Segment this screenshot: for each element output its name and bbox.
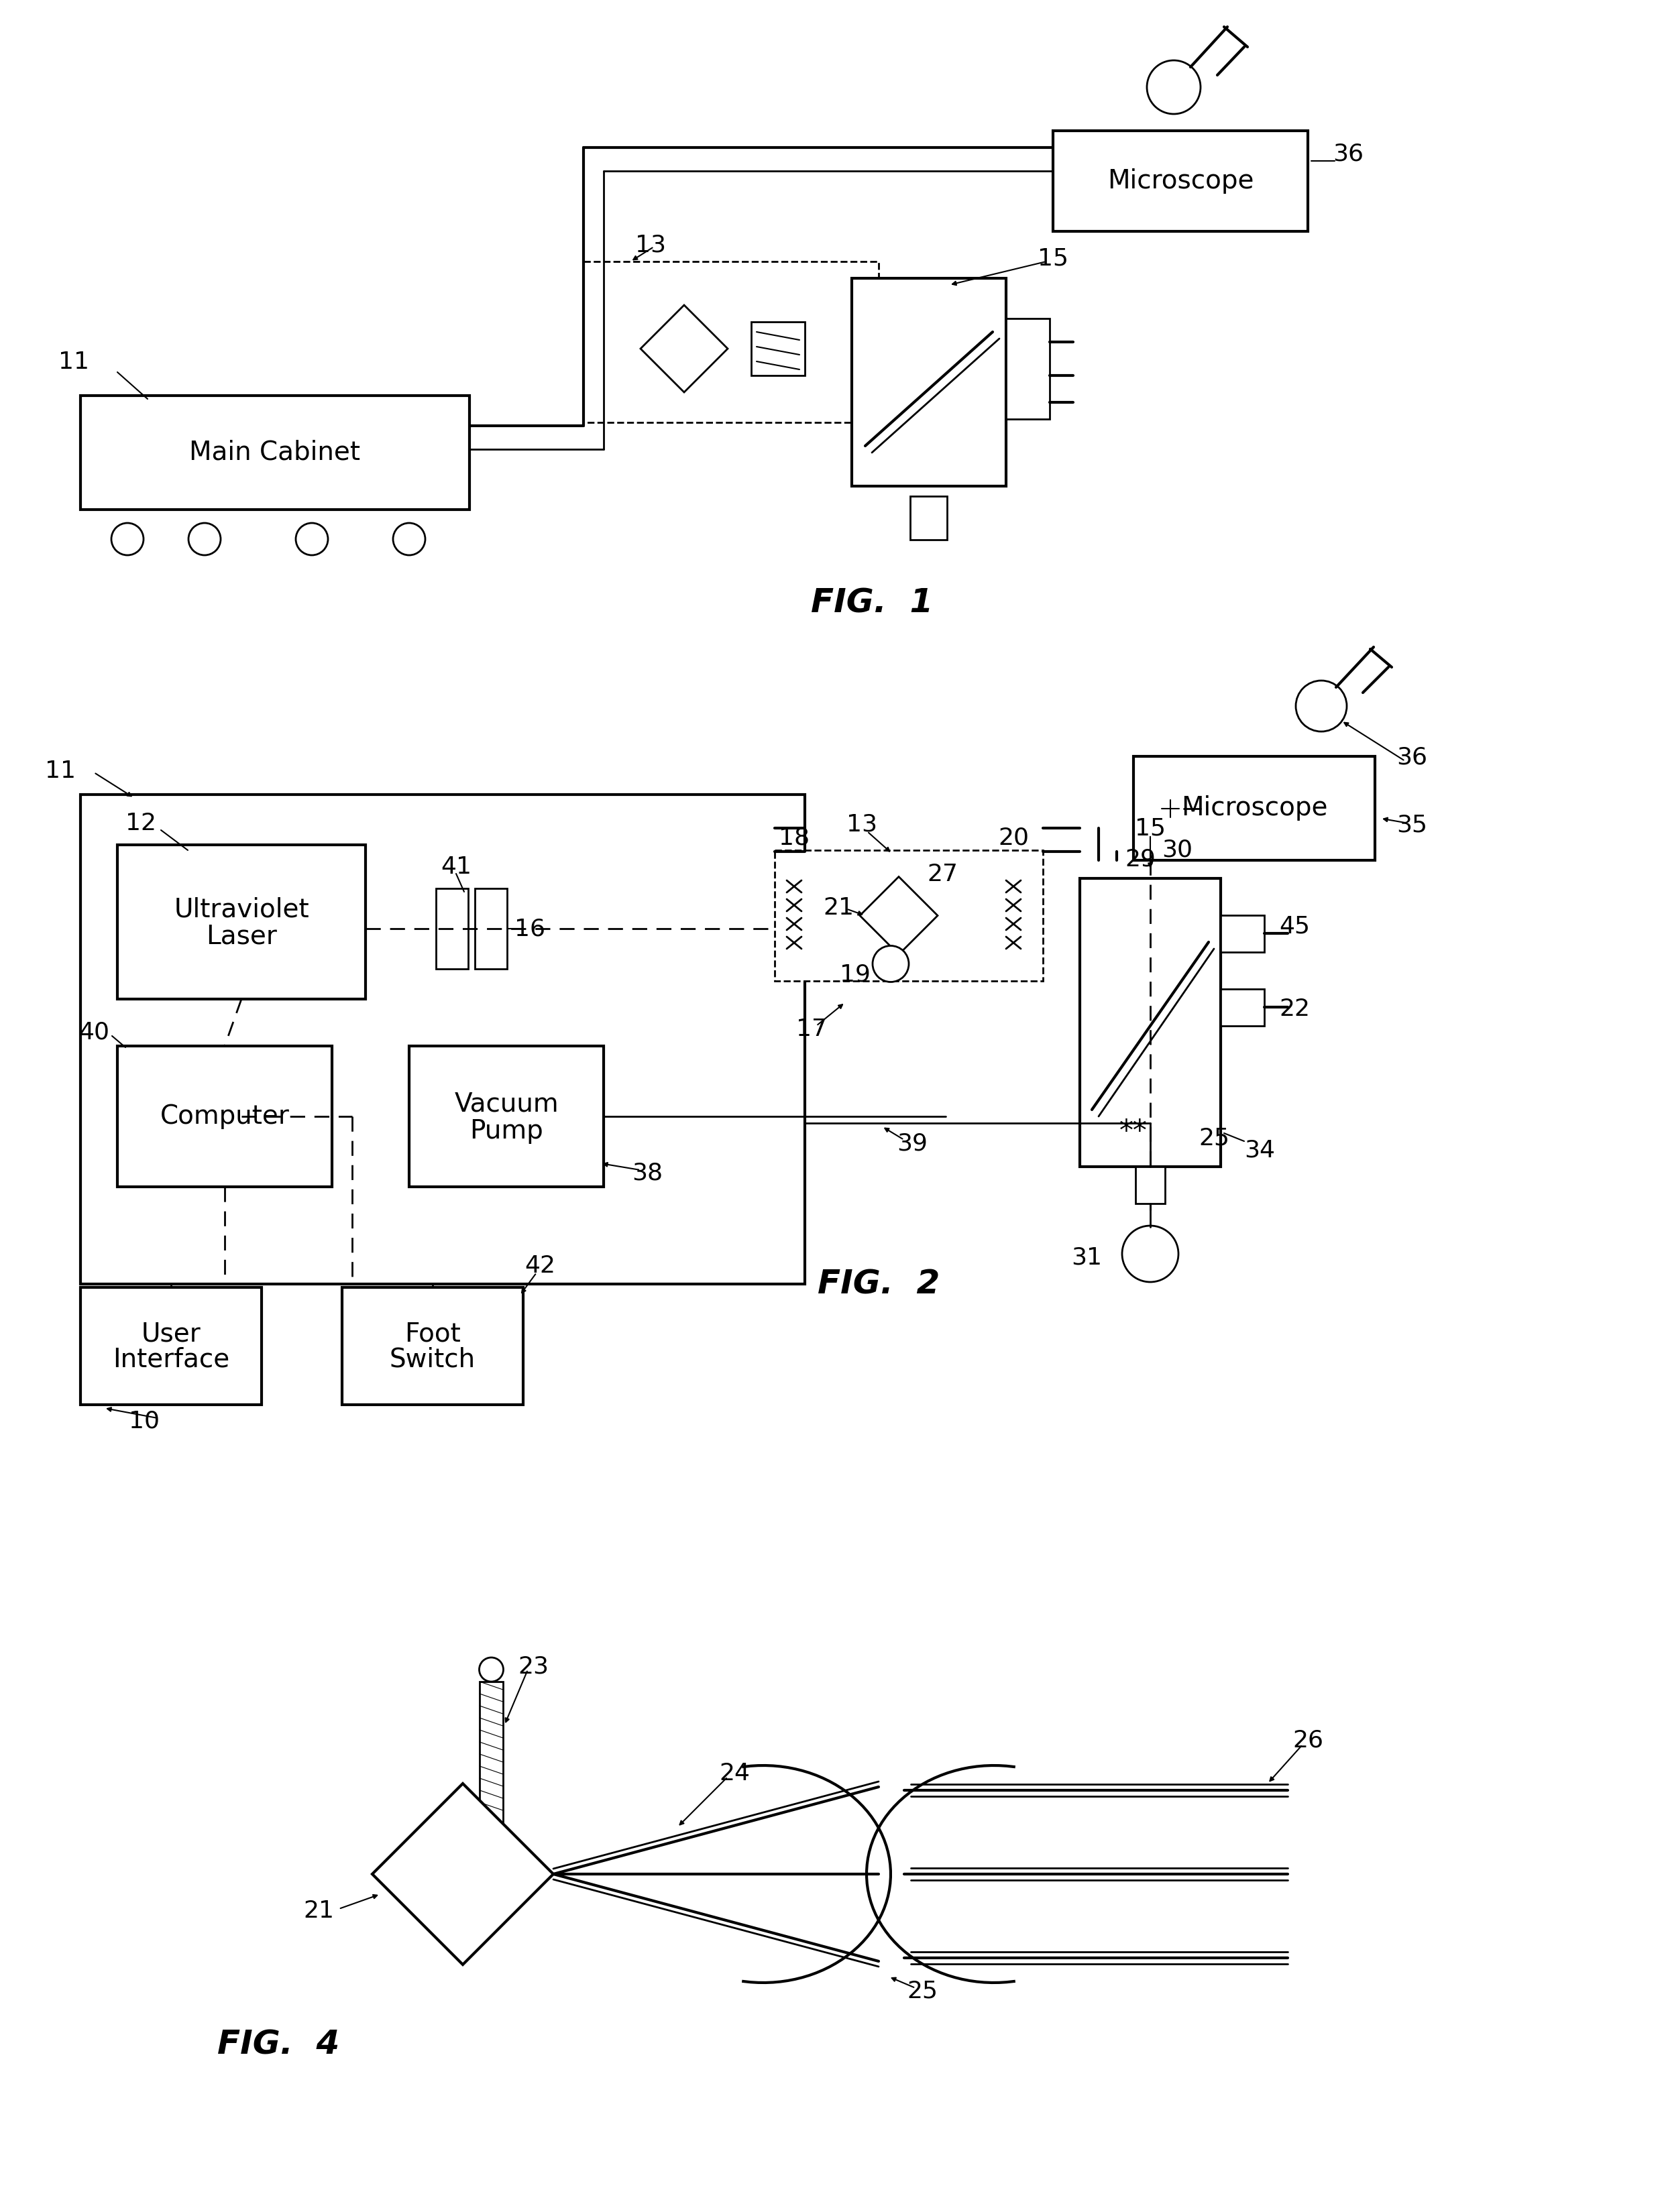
Bar — [1220, 989, 1265, 1026]
Text: 11: 11 — [58, 352, 90, 374]
Text: 12: 12 — [125, 812, 156, 834]
Circle shape — [1122, 1225, 1178, 1283]
Text: 39: 39 — [897, 1133, 927, 1155]
Circle shape — [1157, 794, 1183, 821]
Bar — [1080, 878, 1220, 1166]
Circle shape — [392, 522, 425, 555]
Text: User: User — [141, 1321, 201, 1347]
Bar — [118, 1046, 332, 1188]
Bar — [1220, 916, 1265, 951]
Text: 36: 36 — [1396, 745, 1428, 770]
Circle shape — [1147, 60, 1200, 115]
Text: 13: 13 — [846, 814, 878, 836]
Text: FIG.  1: FIG. 1 — [811, 588, 932, 619]
Bar — [1006, 319, 1050, 418]
Bar — [118, 845, 366, 1000]
Text: FIG.  2: FIG. 2 — [818, 1267, 939, 1301]
Text: Switch: Switch — [389, 1347, 475, 1371]
Text: 31: 31 — [1070, 1245, 1102, 1270]
Text: 15: 15 — [1135, 816, 1165, 841]
Text: Main Cabinet: Main Cabinet — [189, 440, 361, 465]
Text: 17: 17 — [796, 1018, 828, 1040]
Bar — [911, 495, 947, 540]
Circle shape — [873, 947, 909, 982]
Text: 35: 35 — [1396, 814, 1428, 836]
Circle shape — [188, 522, 221, 555]
Polygon shape — [372, 1783, 553, 1964]
Text: 22: 22 — [1280, 998, 1310, 1020]
Text: 10: 10 — [128, 1409, 160, 1433]
Bar — [435, 889, 469, 969]
Bar — [409, 1046, 603, 1188]
Text: 45: 45 — [1280, 916, 1310, 938]
Text: **: ** — [1120, 1117, 1147, 1146]
Text: Microscope: Microscope — [1107, 168, 1253, 195]
Text: 23: 23 — [519, 1655, 548, 1679]
Text: 36: 36 — [1333, 144, 1363, 166]
Text: Pump: Pump — [470, 1119, 543, 1144]
Text: Foot: Foot — [404, 1321, 460, 1347]
Text: 40: 40 — [78, 1022, 110, 1044]
Text: 25: 25 — [907, 1980, 937, 2002]
Bar — [751, 321, 804, 376]
Text: 21: 21 — [823, 896, 854, 918]
Bar — [80, 1287, 261, 1405]
Bar — [774, 849, 1044, 980]
Text: Microscope: Microscope — [1182, 796, 1328, 821]
Text: 13: 13 — [635, 232, 666, 257]
Text: 41: 41 — [440, 856, 472, 878]
Text: 29: 29 — [1125, 847, 1155, 872]
Polygon shape — [640, 305, 728, 392]
Text: 16: 16 — [515, 918, 545, 940]
Bar — [342, 1287, 524, 1405]
Text: 25: 25 — [1198, 1128, 1230, 1150]
Circle shape — [479, 1657, 504, 1681]
Text: 18: 18 — [778, 827, 809, 849]
Bar — [475, 889, 507, 969]
Text: FIG.  4: FIG. 4 — [218, 2028, 339, 2062]
Text: 34: 34 — [1245, 1139, 1275, 1161]
Circle shape — [111, 522, 143, 555]
Text: Interface: Interface — [113, 1347, 229, 1371]
Text: 11: 11 — [45, 759, 76, 783]
Bar — [80, 794, 804, 1283]
Text: Vacuum: Vacuum — [454, 1091, 558, 1117]
Bar — [480, 1681, 504, 1863]
Circle shape — [296, 522, 327, 555]
Bar — [853, 279, 1006, 487]
Text: 26: 26 — [1293, 1728, 1323, 1752]
Polygon shape — [859, 876, 937, 953]
Bar — [1135, 1166, 1165, 1203]
Text: 19: 19 — [839, 962, 871, 987]
Bar — [583, 261, 879, 422]
Text: 42: 42 — [525, 1254, 555, 1276]
Bar — [1054, 131, 1308, 232]
Text: 15: 15 — [1037, 248, 1069, 270]
Text: 30: 30 — [1162, 838, 1193, 863]
Text: Ultraviolet: Ultraviolet — [175, 898, 309, 922]
Bar — [80, 396, 469, 509]
Text: Laser: Laser — [206, 925, 278, 949]
Text: Computer: Computer — [160, 1104, 289, 1128]
Text: 21: 21 — [302, 1900, 334, 1922]
Circle shape — [1296, 681, 1346, 732]
Bar — [1133, 757, 1374, 860]
Text: 24: 24 — [720, 1763, 750, 1785]
Text: 38: 38 — [632, 1161, 663, 1186]
Text: 20: 20 — [997, 827, 1029, 849]
Text: 27: 27 — [927, 863, 957, 885]
